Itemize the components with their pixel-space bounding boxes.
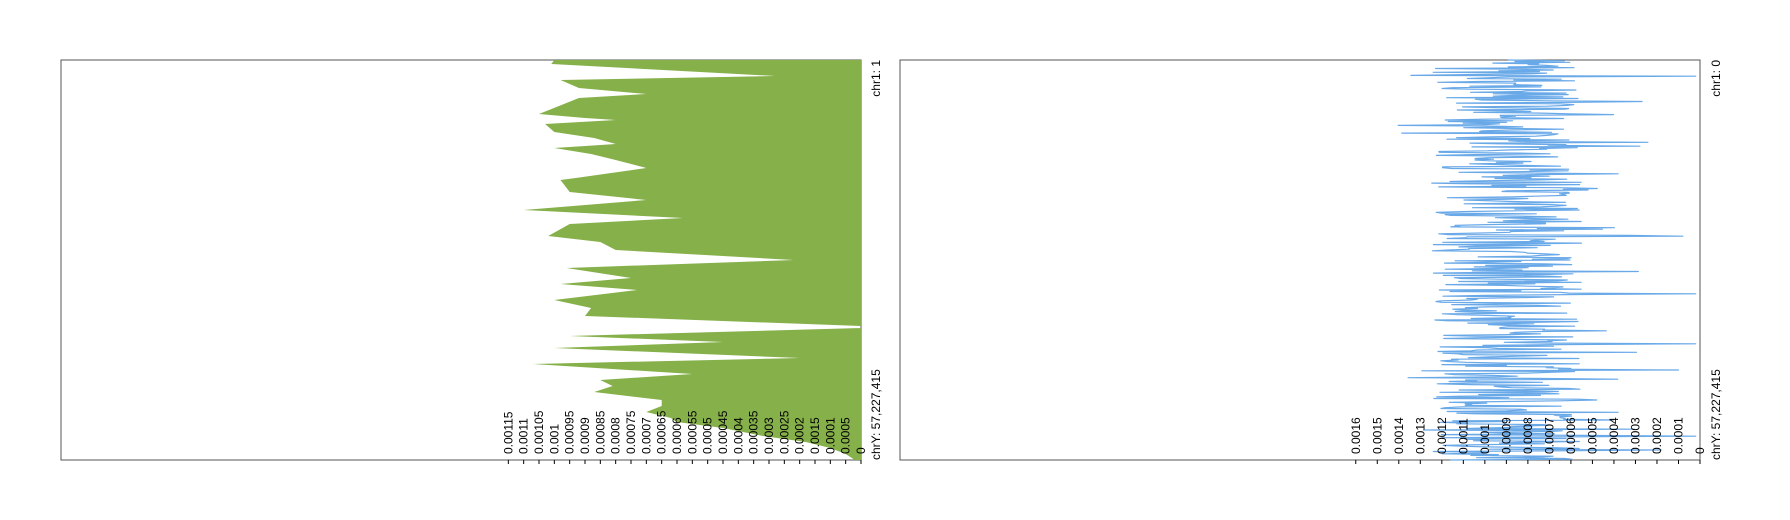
tick-label: 0.0006	[1564, 417, 1578, 454]
tick-label: 0.0014	[1392, 417, 1406, 454]
tick-label: 0.0007	[1542, 417, 1556, 454]
tick-label: 0.00055	[685, 410, 699, 454]
tick-label: 0.0006	[670, 417, 684, 454]
area-fill	[523, 60, 861, 460]
tick-label: 0.001	[547, 424, 561, 454]
genome-end-label-right: chrY: 57,227,415	[1709, 369, 1723, 460]
tick-label: 0.0002	[793, 417, 807, 454]
tick-label: 0.0015	[808, 417, 822, 454]
plot-frame-right	[899, 59, 1701, 461]
tick-label: 0.00095	[563, 410, 577, 454]
tick-label: 0.0005	[1585, 417, 1599, 454]
tick-label: 0.0003	[762, 417, 776, 454]
tick-label: 0.00085	[593, 410, 607, 454]
tick-label: 0.0005	[701, 417, 715, 454]
tick-label: 0.00075	[624, 410, 638, 454]
tick-label: 0.0002	[1650, 417, 1664, 454]
tick-label: 0.0009	[1499, 417, 1513, 454]
tick-label: 0.00045	[716, 410, 730, 454]
tick-label: 0.0003	[1628, 417, 1642, 454]
tick-label: 0.0005	[839, 417, 853, 454]
tick-label: 0.001	[1478, 424, 1492, 454]
tick-label: 0.0007	[639, 417, 653, 454]
tick-label: 0.0004	[731, 417, 745, 454]
tick-label: 0.00065	[655, 410, 669, 454]
chart-panel-right: 0 0.0001 0.0002 0.0003 0.0004 0.0005 0.0006 0.0…	[899, 59, 1723, 464]
tick-label: 0.0008	[609, 417, 623, 454]
tick-label: 0.0013	[1413, 417, 1427, 454]
tick-label: 0.0008	[1521, 417, 1535, 454]
chart-panel-left: 00.00050.00010.00150.00020.000250.00030.…	[60, 59, 883, 464]
area-series-left	[523, 60, 861, 460]
genome-start-label-right: chr1: 0	[1709, 60, 1723, 97]
tick-label: 0.0004	[1607, 417, 1621, 454]
value-axis-left: 00.00050.00010.00150.00020.000250.00030.…	[501, 410, 868, 464]
value-axis-right: 0 0.0001 0.0002 0.0003 0.0004 0.0005 0.0006 0.0…	[1349, 417, 1707, 464]
tick-label: 0.0001	[823, 417, 837, 454]
tick-label: 0	[854, 447, 868, 454]
genome-end-label-left: chrY: 57,227,415	[869, 369, 883, 460]
line-series-right	[1397, 59, 1697, 461]
tick-label: 0.0011	[1456, 418, 1470, 454]
tick-label: 0.0011	[517, 418, 531, 454]
signal-line	[1397, 59, 1697, 461]
tick-label: 0	[1693, 447, 1707, 454]
tick-label: 0.00025	[777, 410, 791, 454]
tick-label: 0.00115	[501, 411, 515, 454]
tick-label: 0.0015	[1370, 417, 1384, 454]
tick-label: 0.0001	[1671, 417, 1685, 454]
tick-label: 0.00105	[532, 410, 546, 454]
tick-label: 0.00035	[747, 410, 761, 454]
genome-start-label-left: chr1: 1	[869, 60, 883, 97]
tick-label: 0.0009	[578, 417, 592, 454]
tick-label: 0.0012	[1435, 417, 1449, 454]
tick-label: 0.0016	[1349, 417, 1363, 454]
